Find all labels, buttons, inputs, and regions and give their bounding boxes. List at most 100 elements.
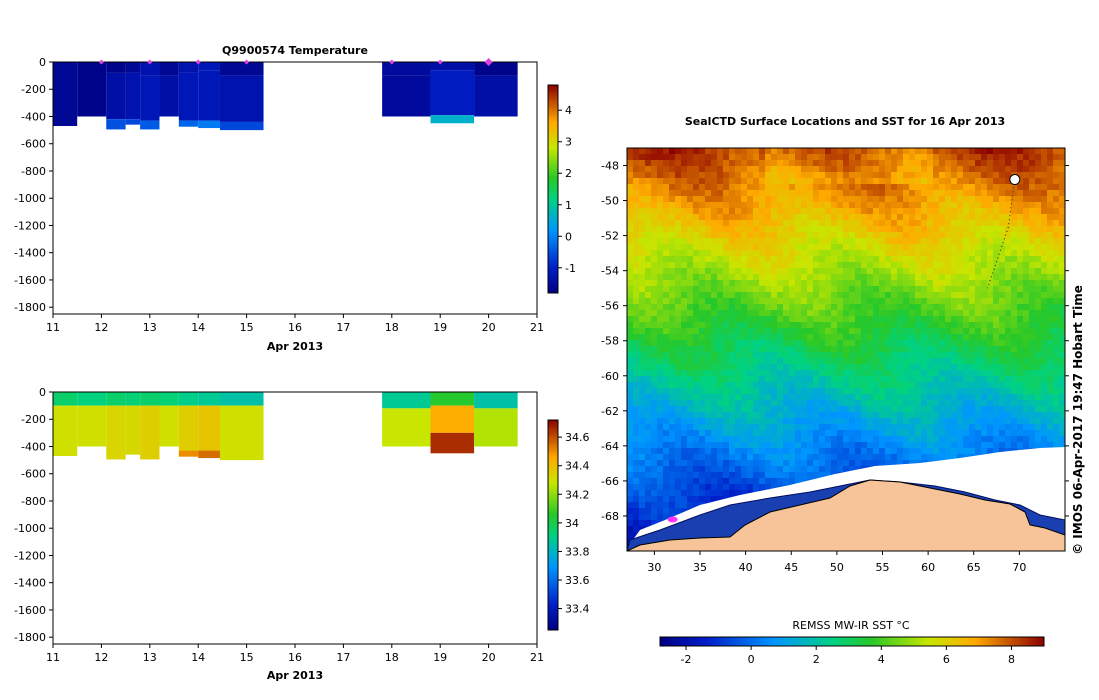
sst-cell — [981, 346, 987, 352]
sst-cell — [807, 292, 813, 298]
sst-cell — [693, 496, 699, 502]
sst-cell — [825, 280, 831, 286]
sst-cell — [861, 148, 867, 154]
sst-cell — [831, 460, 837, 466]
sst-cell — [633, 376, 639, 382]
sst-cell — [1029, 328, 1035, 334]
sst-cell — [981, 184, 987, 190]
sst-cell — [741, 268, 747, 274]
sst-cell — [843, 226, 849, 232]
sst-cell — [1041, 214, 1047, 220]
sst-cell — [627, 322, 633, 328]
sst-cell — [651, 358, 657, 364]
sst-cell — [1005, 304, 1011, 310]
map-title: SealCTD Surface Locations and SST for 16… — [685, 115, 1005, 128]
sst-cell — [1029, 280, 1035, 286]
sst-cell — [873, 418, 879, 424]
sst-cell — [789, 148, 795, 154]
sst-cell — [687, 268, 693, 274]
sst-cell — [963, 346, 969, 352]
sst-cell — [855, 418, 861, 424]
sst-cell — [669, 304, 675, 310]
sst-cell — [963, 238, 969, 244]
sst-cell — [831, 160, 837, 166]
sst-cell — [999, 280, 1005, 286]
sst-cell — [1035, 148, 1041, 154]
sst-cell — [681, 184, 687, 190]
sst-cell — [729, 406, 735, 412]
sst-cell — [777, 256, 783, 262]
sst-cell — [843, 466, 849, 472]
sst-cell — [801, 394, 807, 400]
sst-cell — [789, 202, 795, 208]
sst-cell — [645, 274, 651, 280]
sst-cell — [681, 388, 687, 394]
sst-cell — [711, 412, 717, 418]
sst-cell — [747, 394, 753, 400]
sst-cell — [963, 202, 969, 208]
sst-cell — [663, 364, 669, 370]
sst-cell — [717, 346, 723, 352]
sst-cell — [663, 220, 669, 226]
sst-cell — [639, 208, 645, 214]
sst-cell — [861, 172, 867, 178]
sst-cell — [669, 286, 675, 292]
sst-cell — [813, 238, 819, 244]
sst-cell — [741, 178, 747, 184]
sst-cell — [801, 352, 807, 358]
sst-cell — [687, 478, 693, 484]
sst-cell — [921, 406, 927, 412]
sst-cell — [819, 454, 825, 460]
sst-cell — [1011, 208, 1017, 214]
sst-cell — [957, 406, 963, 412]
sst-cell — [735, 442, 741, 448]
sst-cell — [939, 328, 945, 334]
sst-cell — [741, 238, 747, 244]
sst-cell — [987, 310, 993, 316]
sst-cell — [795, 454, 801, 460]
sst-cell — [639, 358, 645, 364]
sst-cell — [675, 508, 681, 514]
sst-cell — [999, 448, 1005, 454]
sst-cell — [657, 322, 663, 328]
sst-cell — [837, 244, 843, 250]
sst-cell — [795, 268, 801, 274]
sst-cell — [819, 280, 825, 286]
sst-cell — [1017, 244, 1023, 250]
sst-cell — [849, 382, 855, 388]
sst-cell — [831, 370, 837, 376]
sst-cell — [687, 406, 693, 412]
sst-cell — [663, 502, 669, 508]
sst-cell — [669, 232, 675, 238]
sst-cell — [759, 310, 765, 316]
sst-cell — [693, 400, 699, 406]
sst-cell — [963, 442, 969, 448]
sst-cell — [669, 178, 675, 184]
sst-cell — [1047, 256, 1053, 262]
sst-cell — [645, 178, 651, 184]
sst-cell — [1005, 292, 1011, 298]
sst-cell — [705, 244, 711, 250]
sst-cell — [639, 484, 645, 490]
sst-cell — [975, 400, 981, 406]
sst-cell — [789, 154, 795, 160]
sst-cell — [873, 310, 879, 316]
sst-cell — [627, 466, 633, 472]
sst-cell — [993, 256, 999, 262]
sst-cell — [915, 244, 921, 250]
sst-cell — [1035, 220, 1041, 226]
sst-cell — [1059, 274, 1065, 280]
sst-cell — [723, 208, 729, 214]
sst-cell — [891, 208, 897, 214]
sst-cell — [693, 502, 699, 508]
colorbar-tick-label: 2 — [565, 167, 572, 180]
sst-cell — [663, 352, 669, 358]
sst-cell — [813, 340, 819, 346]
sst-cell — [795, 160, 801, 166]
sst-cell — [633, 202, 639, 208]
sst-cell — [897, 202, 903, 208]
sst-cell — [693, 274, 699, 280]
sst-cell — [735, 304, 741, 310]
sst-cell — [933, 310, 939, 316]
